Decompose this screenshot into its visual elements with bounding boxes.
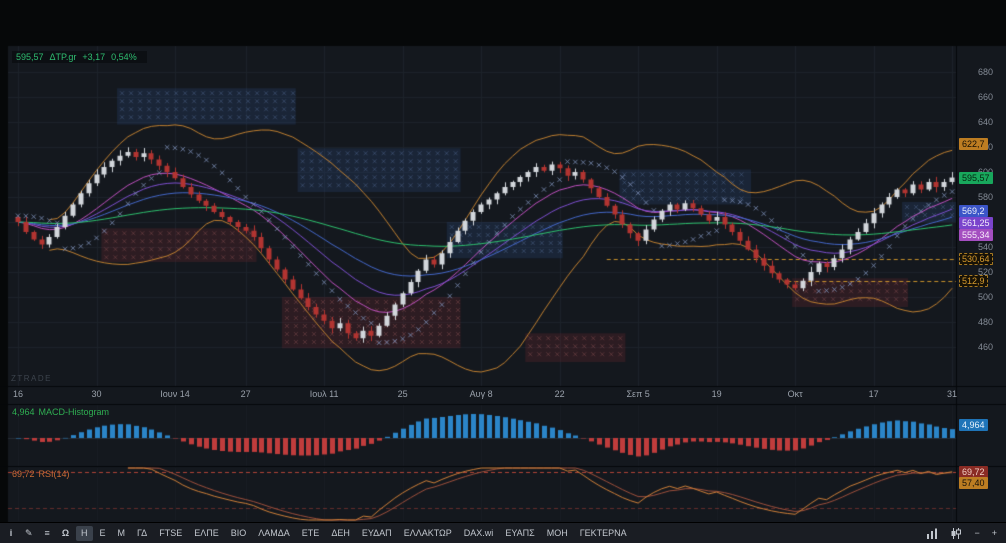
date-axis-label: 19 <box>711 389 722 399</box>
date-axis-label: Σεπ 5 <box>626 389 650 399</box>
price-axis-tick: 660 <box>978 92 994 102</box>
watchlist-symbol-button[interactable]: ΓΕΚΤΕΡΝΑ <box>575 526 632 541</box>
rsi-pane-title: 69,72 RSI(14) <box>12 469 74 479</box>
price-axis-tick: 680 <box>978 67 994 77</box>
timeframe-button[interactable]: Μ <box>113 526 131 541</box>
date-axis-label: Ιουν 14 <box>160 389 190 399</box>
candlestick-style-icon[interactable] <box>945 526 967 541</box>
date-axis-label: 30 <box>91 389 102 399</box>
date-axis-label: Οκτ <box>787 389 803 399</box>
zoom-out-button[interactable]: − <box>969 526 984 541</box>
watchlist-symbol-button[interactable]: ΔΕΗ <box>326 526 355 541</box>
ma-magenta-price-tag: 555,34 <box>959 228 993 241</box>
date-axis-label: Αυγ 8 <box>469 389 493 399</box>
ma-purple-price-tag: 561,25 <box>959 216 993 229</box>
price-axis-tick: 580 <box>978 192 994 202</box>
watchlist-symbol-button[interactable]: ΜΟΗ <box>542 526 573 541</box>
level-price-tag-530: 530,64 <box>959 252 993 265</box>
bar-chart-style-icon[interactable] <box>921 526 943 541</box>
macd-title-label: MACD-Histogram <box>38 407 110 417</box>
watchlist-symbol-button[interactable]: ΕΛΠΕ <box>189 526 224 541</box>
timeframe-button[interactable]: Η <box>76 525 93 541</box>
zoom-in-button[interactable]: + <box>987 526 1002 541</box>
watchlist-symbol-button[interactable]: ΕΥΑΠΣ <box>500 526 539 541</box>
price-axis-tick: 460 <box>978 342 994 352</box>
date-axis-label: 25 <box>397 389 408 399</box>
price-axis-tick: 540 <box>978 242 994 252</box>
watchlist-symbol-button[interactable]: ΕΥΔΑΠ <box>357 526 397 541</box>
macd-pane-title: 4,964 MACD-Histogram <box>12 407 113 417</box>
timeframe-button[interactable]: Ε <box>95 526 111 541</box>
watchlist-symbol-button[interactable]: ΛΑΜΔΑ <box>253 526 295 541</box>
ztrade-watermark: ZTRADE <box>11 374 52 383</box>
level-price-tag-512: 512,9 <box>959 274 988 287</box>
price-axis-tick: 520 <box>978 267 994 277</box>
rsi-value-tag: 69,72 <box>959 466 988 479</box>
macd-title-value: 4,964 <box>12 407 35 417</box>
chart-info-icon[interactable]: i <box>4 526 18 541</box>
quote-last-price: 595,57 <box>16 52 44 62</box>
price-axis-tick: 500 <box>978 292 994 302</box>
rsi-value-tag: 57,40 <box>959 477 988 490</box>
quote-change-percent: 0,54% <box>111 52 137 62</box>
watchlist-symbol-button[interactable]: ΓΔ <box>132 526 152 541</box>
bb-upper-price-tag: 622,7 <box>959 137 988 150</box>
rsi-title-value: 69,72 <box>12 469 35 479</box>
price-axis-tick: 480 <box>978 317 994 327</box>
macd-value-tag: 4,964 <box>959 419 988 432</box>
quote-symbol: ΔTP.gr <box>49 52 77 62</box>
quote-change: +3,17 <box>82 52 106 62</box>
draw-tools-icon[interactable]: ✎ <box>20 526 38 541</box>
toolbar-main-group: i ✎ ≡ Ω Η Ε Μ ΓΔ FTSE ΕΛΠΕ ΒΙΟ ΛΑΜΔΑ ΕΤΕ ΔΕΗ ΕΥΔΑΠ ΕΛΛΑ… <box>4 525 632 541</box>
date-axis-label: 17 <box>868 389 879 399</box>
omega-tool-icon[interactable]: Ω <box>57 526 74 541</box>
watchlist-symbol-button[interactable]: ΕΤΕ <box>297 526 325 541</box>
date-axis-label: 27 <box>240 389 251 399</box>
indicators-list-icon[interactable]: ≡ <box>40 526 55 541</box>
watchlist-symbol-button[interactable]: ΒΙΟ <box>226 526 252 541</box>
watchlist-symbol-button[interactable]: ΕΛΛΑΚΤΩΡ <box>399 526 457 541</box>
date-axis-label: 16 <box>12 389 24 399</box>
last-price-tag: 595,57 <box>959 171 993 184</box>
watchlist-symbol-button[interactable]: FTSE <box>154 526 187 541</box>
date-axis-label: 31 <box>946 389 958 399</box>
bottom-toolbar: i ✎ ≡ Ω Η Ε Μ ΓΔ FTSE ΕΛΠΕ ΒΙΟ ΛΑΜΔΑ ΕΤΕ ΔΕΗ ΕΥΔΑΠ ΕΛΛΑ… <box>0 522 1006 543</box>
date-axis-label: Ιουλ 11 <box>309 389 339 399</box>
date-axis-label: 22 <box>554 389 565 399</box>
price-axis-tick: 640 <box>978 117 994 127</box>
rsi-title-label: RSI(14) <box>38 469 70 479</box>
quote-overlay: 595,57 ΔTP.gr +3,17 0,54% <box>12 51 147 63</box>
watchlist-symbol-button[interactable]: DAX.wi <box>459 526 499 541</box>
ma-blue-price-tag: 569,2 <box>959 204 988 217</box>
